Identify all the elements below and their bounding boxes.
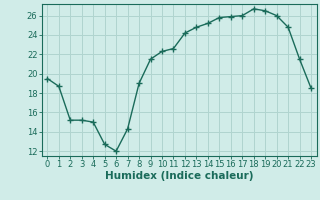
X-axis label: Humidex (Indice chaleur): Humidex (Indice chaleur)	[105, 171, 253, 181]
